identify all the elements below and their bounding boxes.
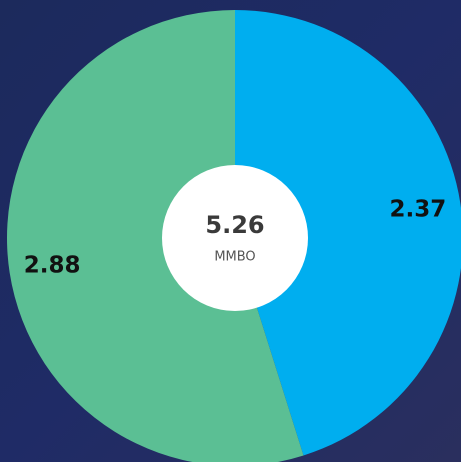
- slices: [7, 10, 461, 462]
- total-value: 5.26: [205, 211, 264, 239]
- slice: [235, 10, 461, 456]
- slice-label: 2.88: [24, 253, 81, 279]
- slice-label: 2.37: [389, 196, 446, 222]
- slice: [7, 10, 304, 462]
- total-unit: MMBO: [214, 250, 255, 265]
- center-hole: [162, 165, 308, 311]
